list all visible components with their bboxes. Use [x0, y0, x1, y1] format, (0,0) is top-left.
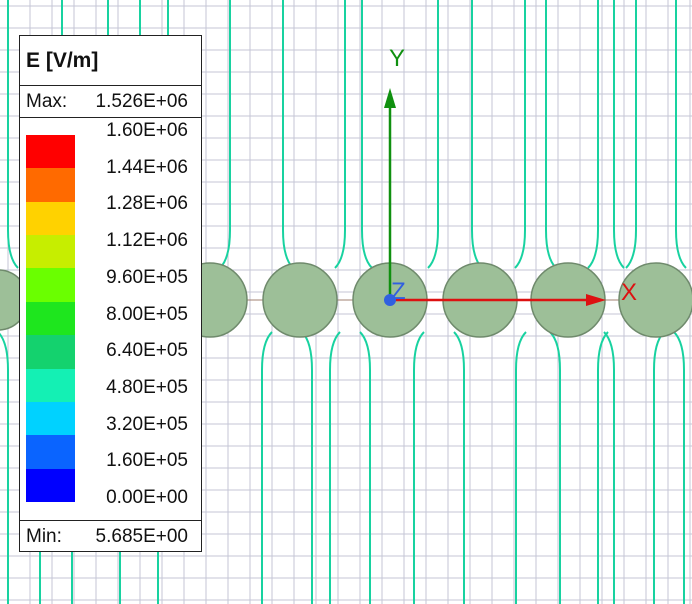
legend-color-swatch [26, 168, 75, 202]
field-line [613, 0, 625, 269]
field-line [334, 0, 346, 269]
legend-color-swatch [26, 201, 75, 236]
coordinate-axes: Y X Z [384, 45, 637, 306]
legend-color-swatch [26, 401, 75, 436]
field-line [361, 0, 373, 269]
legend-tick-label: 4.80E+05 [106, 376, 188, 398]
y-axis-label: Y [389, 45, 405, 72]
legend-color-swatch [26, 368, 75, 402]
legend-tick-label: 3.20E+05 [106, 413, 188, 435]
field-line [0, 332, 9, 604]
x-axis-arrowhead [586, 294, 606, 306]
legend-min-label: Min: [26, 526, 62, 547]
legend-title: E [V/m] [20, 36, 201, 86]
legend-color-swatch [26, 335, 75, 369]
legend-tick-label: 1.44E+06 [106, 156, 188, 178]
field-line [515, 331, 527, 604]
field-line [673, 331, 685, 604]
z-axis-label: Z [391, 278, 406, 305]
x-axis-label: X [621, 279, 637, 306]
field-line [625, 0, 637, 269]
legend-tick-label: 0.00E+00 [106, 487, 188, 508]
field-line [427, 0, 439, 269]
field-line [261, 331, 273, 604]
legend-color-swatch [26, 268, 75, 302]
field-line [7, 0, 19, 269]
legend-tick-label: 1.28E+06 [106, 193, 188, 215]
legend-tick-label: 1.12E+06 [106, 230, 188, 252]
field-line [413, 331, 425, 604]
legend-max-value: 1.526E+06 [95, 91, 188, 112]
field-line [603, 331, 615, 604]
legend-min-value: 5.685E+00 [95, 526, 188, 547]
field-line [549, 331, 561, 604]
conductor-circle [618, 262, 692, 338]
field-line [545, 0, 557, 269]
field-line [471, 0, 483, 269]
field-line [675, 0, 687, 269]
field-line [359, 331, 371, 604]
legend-color-swatch [26, 301, 75, 336]
field-line [514, 0, 526, 269]
field-line [453, 331, 465, 604]
legend-color-scale [26, 135, 83, 502]
field-line [587, 0, 599, 269]
z-axis-marker [384, 294, 396, 306]
legend-tick-label: 1.60E+06 [106, 120, 188, 141]
legend-max-label: Max: [26, 91, 68, 112]
legend-color-swatch [26, 235, 75, 269]
legend-tick-label: 8.00E+05 [106, 303, 188, 325]
color-legend: E [V/m] Max: 1.526E+06 1.60E+06 1.44E+06 1… [19, 35, 202, 552]
y-axis-arrowhead [384, 88, 396, 108]
legend-tick-label: 1.60E+05 [106, 450, 188, 472]
field-line [329, 331, 341, 604]
field-line [282, 0, 294, 269]
legend-color-swatch [26, 135, 75, 169]
legend-tick-label: 6.40E+05 [106, 340, 188, 362]
legend-tick-label: 9.60E+05 [106, 266, 188, 288]
legend-max-row: Max: 1.526E+06 [20, 86, 201, 118]
legend-color-swatch [26, 435, 75, 469]
legend-min-row: Min: 5.685E+00 [20, 520, 201, 552]
legend-color-swatch [26, 468, 75, 502]
conductor-circle [262, 262, 338, 338]
